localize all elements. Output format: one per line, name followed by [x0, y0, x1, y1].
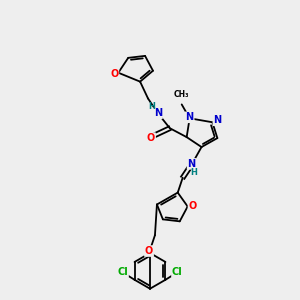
Text: methyl: methyl	[177, 97, 182, 98]
Text: O: O	[110, 69, 118, 79]
Text: Cl: Cl	[172, 267, 183, 277]
Text: O: O	[147, 133, 155, 143]
Text: N: N	[154, 108, 162, 118]
Text: N: N	[188, 159, 196, 169]
Text: H: H	[190, 168, 197, 177]
Text: N: N	[186, 112, 194, 122]
Text: O: O	[145, 246, 153, 256]
Text: O: O	[188, 202, 197, 212]
Text: N: N	[213, 115, 221, 125]
Text: H: H	[148, 102, 155, 111]
Text: Cl: Cl	[117, 267, 128, 277]
Text: CH₃: CH₃	[174, 91, 190, 100]
